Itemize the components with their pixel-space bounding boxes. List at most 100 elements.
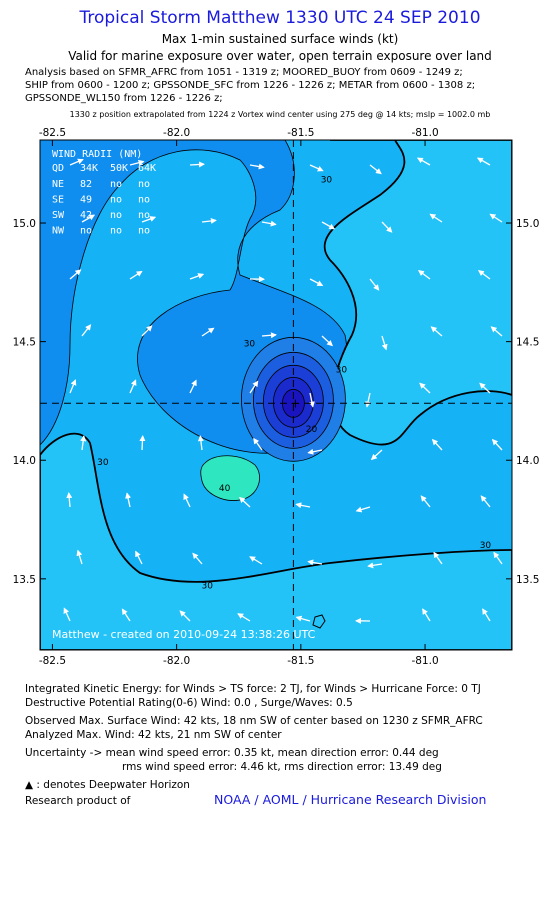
wind-vector — [135, 550, 143, 565]
uncertainty-rms: rms wind speed error: 4.46 kt, rms direc… — [122, 761, 442, 773]
analysis-line-3: GPSSONDE_WL150 from 1226 - 1226 z; — [25, 93, 223, 104]
wind-vector — [69, 269, 82, 280]
plot-frame — [39, 139, 513, 651]
contour-labels: 30 30 30 20 30 40 30 30 — [97, 176, 491, 592]
chart-subtitle: Max 1-min sustained surface winds (kt) — [161, 32, 399, 46]
radii-cell: NW — [52, 226, 65, 237]
wind-vector — [479, 382, 491, 394]
wind-radii-table: WIND RADII (NM) QD 34K 50K 64K NE 82 no no SE 49 no… — [52, 149, 156, 237]
chart-subtitle-validity: Valid for marine exposure over water, op… — [68, 49, 492, 63]
band-lower-region — [323, 140, 512, 446]
wind-vector — [476, 157, 491, 166]
wind-vector — [369, 164, 382, 175]
radii-cell: no — [138, 179, 150, 190]
x-tick-label-bottom: -82.0 — [163, 655, 190, 667]
contour-label: 30 — [244, 339, 256, 349]
wind-vector — [422, 608, 431, 622]
wind-vector — [179, 610, 191, 622]
wind-vector — [431, 438, 443, 451]
y-tick-label-right: 14.5 — [516, 337, 539, 349]
wind-vector — [480, 495, 491, 508]
x-tick-label-bottom: -82.5 — [39, 655, 66, 667]
wind-vector — [69, 379, 77, 394]
wind-vector — [419, 382, 431, 394]
wind-vector — [321, 335, 333, 347]
uncertainty-mean: Uncertainty -> mean wind speed error: 0.… — [25, 747, 439, 759]
radii-cell: no — [138, 195, 150, 206]
deepwater-legend: ▲ : denotes Deepwater Horizon — [25, 779, 190, 791]
contour-label: 30 — [321, 176, 333, 186]
radii-header-cell: 64K — [138, 163, 156, 174]
wind-vector — [370, 449, 383, 461]
wind-field: + 30 30 30 20 30 40 30 30 — [40, 140, 512, 650]
wind-vector — [365, 392, 371, 408]
radii-cell: 49 — [80, 195, 92, 206]
contour-label: 40 — [219, 484, 231, 494]
y-tick-label-left: 14.5 — [13, 337, 36, 349]
x-tick-label-bottom: -81.0 — [411, 655, 438, 667]
wind-vector — [420, 495, 431, 508]
radii-cell: 82 — [80, 179, 92, 190]
wind-vector — [308, 392, 315, 408]
wind-vector — [81, 324, 92, 337]
wind-vector — [129, 379, 137, 394]
radii-header-cell: QD — [52, 163, 64, 174]
wind-vector — [81, 214, 96, 223]
wind-vector — [129, 270, 143, 280]
wind-vector — [489, 213, 503, 223]
island-outline — [312, 614, 326, 629]
chart-title: Tropical Storm Matthew 1330 UTC 24 SEP 2… — [79, 8, 481, 28]
radii-cell: no — [138, 226, 150, 237]
wind-vector — [416, 157, 431, 166]
ike-text: Integrated Kinetic Energy: for Winds > T… — [25, 683, 481, 695]
radii-title: WIND RADII (NM) — [52, 149, 142, 160]
x-tick-label-top: -82.0 — [163, 127, 190, 139]
y-tick-label-left: 14.0 — [13, 455, 36, 467]
wind-vector — [491, 438, 503, 451]
x-tick-label-top: -82.5 — [39, 127, 66, 139]
wind-vector — [369, 278, 380, 291]
wind-vector — [295, 615, 311, 622]
contour-label: 30 — [97, 458, 109, 468]
wind-vector — [201, 327, 215, 337]
wind-vector — [139, 435, 146, 451]
creation-credit: Matthew - created on 2010-09-24 13:38:26… — [52, 628, 316, 641]
wind-vector — [309, 164, 324, 172]
radii-cell: no — [138, 210, 150, 221]
radii-cell: no — [80, 226, 92, 237]
wind-vector — [367, 562, 383, 569]
analysis-line-2: SHIP from 0600 - 1200 z; GPSSONDE_SFC fr… — [25, 80, 476, 91]
wind-vector — [189, 161, 205, 168]
position-note: 1330 z position extrapolated from 1224 z… — [69, 110, 491, 119]
wind-vector — [381, 335, 388, 351]
radii-cell: no — [110, 195, 122, 206]
noaa-link[interactable]: NOAA / AOML / Hurricane Research Divisio… — [214, 792, 487, 807]
storm-core: + — [240, 336, 346, 462]
wind-vector — [183, 493, 191, 508]
wind-vector — [295, 502, 311, 509]
wind-vector — [355, 506, 371, 513]
wind-vector — [430, 326, 443, 337]
axis-ticks: -82.5 -82.5 -82.0 -82.0 -81.5 -81.5 -81.0 -81.0… — [13, 127, 540, 667]
wind-vector — [63, 607, 71, 622]
wind-vector — [189, 379, 197, 394]
wind-vector — [201, 217, 217, 224]
wind-vector — [125, 492, 132, 508]
wind-vector — [429, 213, 443, 223]
analysis-line-1: Analysis based on SFMR_AFRC from 1051 - … — [25, 67, 463, 78]
observed-max-wind: Observed Max. Surface Wind: 42 kts, 18 n… — [25, 715, 483, 727]
wind-vector — [417, 270, 431, 280]
contour-label: 30 — [480, 541, 492, 551]
x-tick-label-bottom: -81.5 — [287, 655, 314, 667]
wind-vector — [490, 326, 503, 337]
y-tick-label-right: 14.0 — [516, 455, 539, 467]
radii-cell: no — [110, 210, 122, 221]
radii-header-cell: 50K — [110, 163, 128, 174]
wind-vector — [238, 496, 251, 508]
radii-cell: NE — [52, 179, 64, 190]
y-tick-label-right: 15.0 — [516, 218, 539, 230]
wind-vector — [253, 437, 263, 451]
wind-vector — [76, 549, 83, 565]
wind-vectors — [63, 157, 503, 624]
